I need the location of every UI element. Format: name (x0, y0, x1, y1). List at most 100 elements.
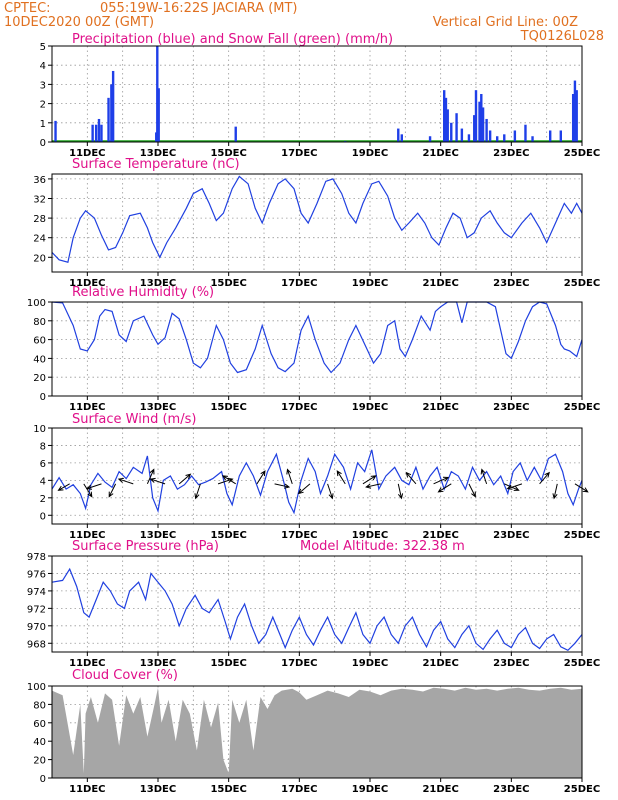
precip-bar (234, 126, 237, 142)
x-tick-label: 11DEC (69, 658, 105, 669)
wind-direction-arrow (433, 476, 450, 485)
precip-bar (54, 120, 57, 142)
x-tick-label: 17DEC (281, 402, 317, 413)
precip-bar (100, 124, 103, 142)
panel-2: 0 20 40 60 80 100 11DEC 13DEC 15DEC 17DEC 19DEC 21D… (27, 285, 600, 413)
wind-direction-arrow (221, 475, 236, 485)
header-location: 055:19W-16:22S JACIARA (MT) (100, 1, 298, 16)
x-tick-label: 19DEC (352, 784, 388, 795)
x-tick-label: 21DEC (422, 784, 458, 795)
x-tick-label: 19DEC (352, 148, 388, 159)
wind-direction-arrow (506, 483, 523, 490)
y-tick-label: 5 (40, 42, 46, 53)
wind-direction-arrow (256, 470, 266, 485)
panel-frame (51, 427, 583, 525)
precip-bar (397, 128, 400, 142)
y-tick-label: 978 (27, 552, 46, 563)
x-tick-label: 25DEC (564, 278, 600, 289)
wind-direction-arrow (327, 483, 334, 500)
wind-direction-arrow (437, 483, 452, 493)
precip-bar (549, 130, 552, 142)
x-tick-label: 17DEC (281, 278, 317, 289)
y-tick-label: 976 (27, 569, 46, 580)
precip-bar (473, 115, 476, 142)
y-tick-label: 100 (27, 682, 46, 693)
header-date: 10DEC2020 00Z (GMT) (4, 15, 154, 30)
precip-bar (467, 134, 471, 142)
x-tick-label: 19DEC (352, 658, 388, 669)
precip-bar (444, 97, 448, 142)
x-tick-label: 25DEC (564, 402, 600, 413)
header-source: CPTEC: (4, 1, 51, 16)
wind-direction-arrow (552, 483, 558, 500)
panel-frame (51, 45, 583, 143)
wind-direction-arrow (108, 483, 117, 498)
x-tick-label: 15DEC (210, 278, 246, 289)
x-tick-label: 19DEC (352, 278, 388, 289)
wind-direction-arrow (194, 483, 201, 500)
x-tick-label: 15DEC (210, 530, 246, 541)
x-tick-label: 11DEC (69, 784, 105, 795)
y-tick-label: 0 (40, 511, 46, 522)
panel-title: Precipitation (blue) and Snow Fall (gree… (72, 32, 393, 47)
x-tick-label: 11DEC (69, 530, 105, 541)
x-tick-label: 13DEC (140, 658, 176, 669)
y-tick-label: 970 (27, 622, 46, 633)
precip-bar (474, 90, 478, 142)
x-tick-label: 25DEC (564, 148, 600, 159)
y-tick-label: 2 (40, 100, 46, 111)
panel-title: Surface Pressure (hPa) (72, 539, 219, 554)
series-line-2 (51, 301, 583, 374)
wind-direction-arrow (405, 471, 417, 485)
series-line-3 (51, 449, 583, 515)
wind-direction-arrow (365, 483, 381, 489)
y-tick-label: 28 (33, 214, 46, 225)
precip-bar (107, 97, 110, 142)
precip-bar (156, 46, 159, 142)
cloud-cover-area (52, 687, 582, 778)
y-tick-label: 32 (33, 195, 46, 206)
y-tick-label: 80 (33, 317, 46, 328)
x-tick-label: 11DEC (69, 402, 105, 413)
y-tick-label: 974 (27, 587, 46, 598)
wind-direction-arrow (480, 468, 488, 485)
precip-bar (428, 136, 432, 142)
precip-bar (496, 136, 499, 142)
x-tick-label: 23DEC (493, 402, 529, 413)
y-tick-label: 80 (33, 700, 46, 711)
panel-0: 0 1 2 3 4 5 11DEC 13DEC 15DEC 17DEC 19DEC 21DEC 23DE… (40, 32, 601, 159)
y-tick-label: 10 (33, 424, 46, 435)
x-tick-label: 17DEC (281, 658, 317, 669)
x-tick-label: 23DEC (493, 148, 529, 159)
precip-bar (443, 90, 446, 142)
wind-direction-arrow (178, 473, 192, 485)
x-tick-label: 25DEC (564, 530, 600, 541)
y-tick-label: 4 (40, 476, 46, 487)
precip-bar (400, 134, 403, 142)
precip-bar (575, 90, 578, 142)
panel-frame (51, 555, 583, 653)
precip-bar (455, 113, 458, 142)
x-tick-label: 21DEC (422, 658, 458, 669)
x-tick-label: 13DEC (140, 148, 176, 159)
x-tick-label: 21DEC (422, 402, 458, 413)
y-tick-label: 4 (40, 61, 46, 72)
x-tick-label: 19DEC (352, 402, 388, 413)
precip-bar (524, 124, 527, 142)
y-tick-label: 6 (40, 459, 46, 470)
wind-direction-arrow (57, 483, 70, 491)
x-tick-label: 13DEC (140, 402, 176, 413)
header-code: TQ0126L028 (520, 29, 604, 44)
x-tick-label: 17DEC (281, 530, 317, 541)
x-tick-label: 13DEC (140, 530, 176, 541)
precip-bar (460, 128, 464, 142)
x-tick-label: 13DEC (140, 784, 176, 795)
x-tick-label: 13DEC (140, 278, 176, 289)
model-altitude-label: Model Altitude: 322.38 m (300, 539, 465, 554)
precip-bar (111, 70, 115, 142)
y-tick-label: 20 (33, 756, 46, 767)
header-grid-note: Vertical Grid Line: 00Z (433, 15, 578, 30)
x-tick-label: 23DEC (493, 278, 529, 289)
wind-direction-arrow (539, 471, 550, 485)
precip-bar (513, 130, 517, 142)
